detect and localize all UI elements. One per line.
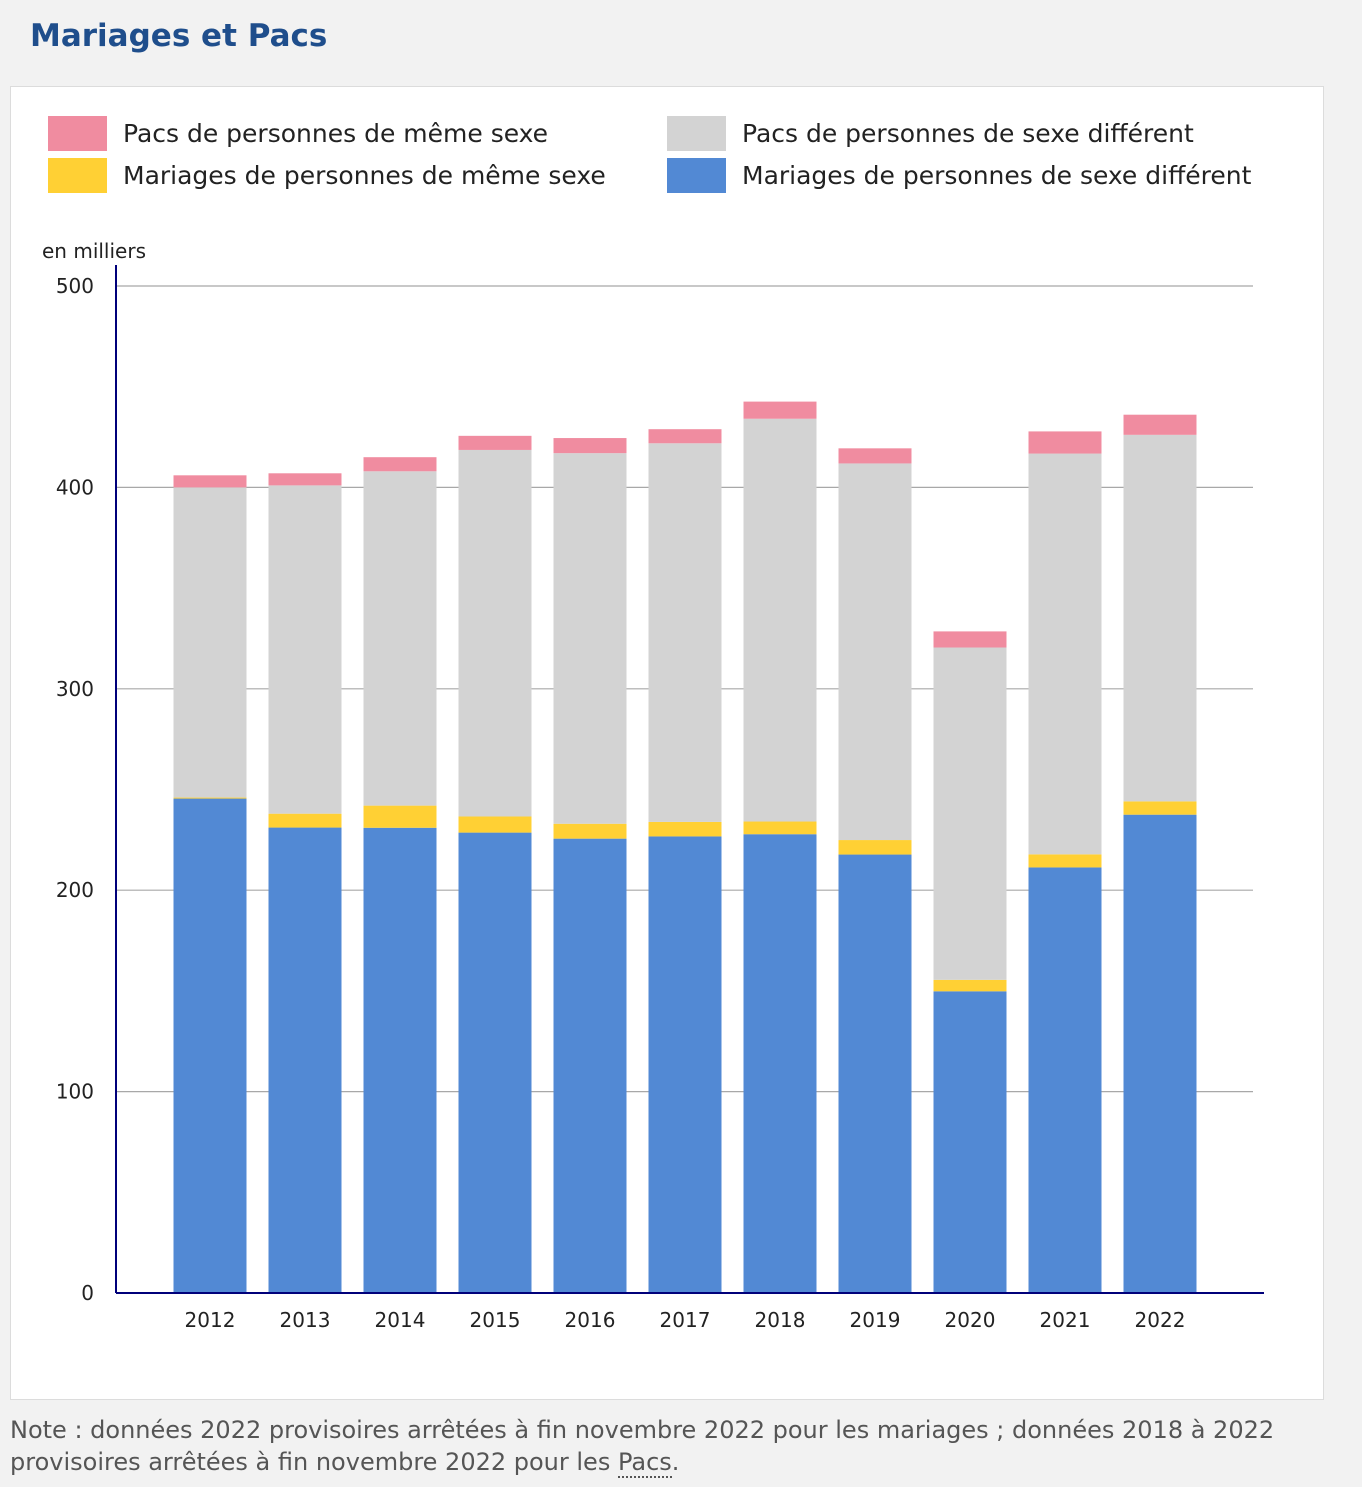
- x-tick-label-2016: 2016: [565, 1308, 616, 1332]
- footnote: Note : données 2022 provisoires arrêtées…: [10, 1414, 1350, 1478]
- y-tick-label-300: 300: [56, 677, 94, 701]
- bar-2018-mariages-meme-sexe[interactable]: [743, 821, 817, 835]
- bar-2016-mariages-meme-sexe[interactable]: [553, 823, 627, 839]
- bar-2012-mariages-sexe-different[interactable]: [173, 798, 247, 1293]
- bar-2021-pacs-meme-sexe[interactable]: [1028, 431, 1102, 454]
- bar-2015-pacs-sexe-different[interactable]: [458, 449, 532, 817]
- x-tick-label-2021: 2021: [1040, 1308, 1091, 1332]
- x-tick-label-2014: 2014: [375, 1308, 426, 1332]
- chart-panel: Pacs de personnes de même sexe Pacs de p…: [10, 86, 1324, 1400]
- legend-label-mariages-sexe-different: Mariages de personnes de sexe différent: [742, 161, 1252, 190]
- bar-stack-2013[interactable]: [268, 473, 342, 1293]
- bar-2013-mariages-sexe-different[interactable]: [268, 827, 342, 1293]
- bar-2018-mariages-sexe-different[interactable]: [743, 834, 817, 1293]
- bar-2019-pacs-meme-sexe[interactable]: [838, 448, 912, 464]
- bar-2013-pacs-meme-sexe[interactable]: [268, 473, 342, 486]
- bar-2018-pacs-sexe-different[interactable]: [743, 418, 817, 822]
- bar-2014-mariages-sexe-different[interactable]: [363, 827, 437, 1293]
- y-tick-label-500: 500: [56, 274, 94, 298]
- bar-2012-pacs-sexe-different[interactable]: [173, 487, 247, 798]
- legend-swatch-mariages-sexe-different: [667, 158, 726, 193]
- legend-swatch-pacs-sexe-different: [667, 116, 726, 151]
- legend-item-mariages-sexe-different[interactable]: Mariages de personnes de sexe différent: [667, 158, 1251, 193]
- bar-2014-pacs-meme-sexe[interactable]: [363, 457, 437, 472]
- bar-stack-2022[interactable]: [1123, 414, 1197, 1293]
- bar-2017-pacs-meme-sexe[interactable]: [648, 429, 722, 444]
- footnote-end: .: [671, 1448, 680, 1476]
- bar-2013-mariages-meme-sexe[interactable]: [268, 813, 342, 828]
- bar-2016-mariages-sexe-different[interactable]: [553, 838, 627, 1293]
- bar-stack-2019[interactable]: [838, 448, 912, 1293]
- bar-2012-mariages-meme-sexe[interactable]: [173, 797, 247, 799]
- x-tick-label-2022: 2022: [1135, 1308, 1186, 1332]
- bar-2021-mariages-meme-sexe[interactable]: [1028, 854, 1102, 868]
- bar-2015-pacs-meme-sexe[interactable]: [458, 435, 532, 450]
- bar-stack-2016[interactable]: [553, 438, 627, 1293]
- y-tick-label-200: 200: [56, 878, 94, 902]
- bars: 2012 2013 2014 2015 2016 2017 2018 2019 2020 2021…: [173, 401, 1197, 1332]
- bar-2020-pacs-meme-sexe[interactable]: [933, 631, 1007, 648]
- bar-2017-mariages-meme-sexe[interactable]: [648, 821, 722, 837]
- bar-stack-2012[interactable]: [173, 475, 247, 1293]
- pacs-abbreviation[interactable]: Pacs: [617, 1448, 672, 1478]
- bar-2020-mariages-sexe-different[interactable]: [933, 991, 1007, 1293]
- x-tick-label-2017: 2017: [660, 1308, 711, 1332]
- page-title: Mariages et Pacs: [30, 18, 328, 54]
- bar-2022-mariages-meme-sexe[interactable]: [1123, 801, 1197, 815]
- axes: [115, 265, 1264, 1294]
- bar-2019-mariages-meme-sexe[interactable]: [838, 840, 912, 855]
- bar-stack-2018[interactable]: [743, 401, 817, 1293]
- bar-2022-mariages-sexe-different[interactable]: [1123, 814, 1197, 1293]
- legend-item-mariages-meme-sexe[interactable]: Mariages de personnes de même sexe: [48, 158, 606, 193]
- bar-2017-pacs-sexe-different[interactable]: [648, 443, 722, 822]
- x-tick-label-2019: 2019: [850, 1308, 901, 1332]
- x-tick-label-2013: 2013: [280, 1308, 331, 1332]
- bar-2021-mariages-sexe-different[interactable]: [1028, 867, 1102, 1293]
- bar-2014-pacs-sexe-different[interactable]: [363, 471, 437, 806]
- bar-2020-pacs-sexe-different[interactable]: [933, 647, 1007, 980]
- y-tick-label-0: 0: [81, 1281, 94, 1305]
- legend-label-mariages-meme-sexe: Mariages de personnes de même sexe: [123, 161, 606, 190]
- bar-2012-pacs-meme-sexe[interactable]: [173, 475, 247, 488]
- bar-2017-mariages-sexe-different[interactable]: [648, 836, 722, 1293]
- y-tick-label-100: 100: [56, 1080, 94, 1104]
- x-tick-label-2015: 2015: [470, 1308, 521, 1332]
- bar-2019-pacs-sexe-different[interactable]: [838, 463, 912, 841]
- bar-2022-pacs-sexe-different[interactable]: [1123, 434, 1197, 802]
- bar-2016-pacs-sexe-different[interactable]: [553, 453, 627, 824]
- bar-2015-mariages-meme-sexe[interactable]: [458, 816, 532, 833]
- footnote-text: Note : données 2022 provisoires arrêtées…: [10, 1416, 1275, 1476]
- bar-2019-mariages-sexe-different[interactable]: [838, 854, 912, 1293]
- bar-stack-2020[interactable]: [933, 631, 1007, 1293]
- bar-2018-pacs-meme-sexe[interactable]: [743, 401, 817, 419]
- legend-label-pacs-sexe-different: Pacs de personnes de sexe différent: [742, 119, 1194, 148]
- legend-swatch-mariages-meme-sexe: [48, 158, 107, 193]
- x-tick-label-2012: 2012: [185, 1308, 236, 1332]
- bar-stack-2017[interactable]: [648, 429, 722, 1293]
- bar-stack-2014[interactable]: [363, 457, 437, 1293]
- bar-2022-pacs-meme-sexe[interactable]: [1123, 414, 1197, 435]
- legend-label-pacs-meme-sexe: Pacs de personnes de même sexe: [123, 119, 549, 148]
- bar-2016-pacs-meme-sexe[interactable]: [553, 438, 627, 454]
- legend-item-pacs-meme-sexe[interactable]: Pacs de personnes de même sexe: [48, 116, 548, 151]
- bar-2020-mariages-meme-sexe[interactable]: [933, 979, 1007, 992]
- bar-2021-pacs-sexe-different[interactable]: [1028, 453, 1102, 855]
- y-tick-label-400: 400: [56, 475, 94, 499]
- bar-stack-2015[interactable]: [458, 435, 532, 1293]
- bar-2013-pacs-sexe-different[interactable]: [268, 485, 342, 814]
- bar-2015-mariages-sexe-different[interactable]: [458, 832, 532, 1293]
- legend-swatch-pacs-meme-sexe: [48, 116, 107, 151]
- bar-stack-2021[interactable]: [1028, 431, 1102, 1293]
- legend-item-pacs-sexe-different[interactable]: Pacs de personnes de sexe différent: [667, 116, 1194, 151]
- bar-2014-mariages-meme-sexe[interactable]: [363, 805, 437, 828]
- x-tick-label-2018: 2018: [755, 1308, 806, 1332]
- y-axis-title: en milliers: [42, 239, 146, 263]
- x-tick-label-2020: 2020: [945, 1308, 996, 1332]
